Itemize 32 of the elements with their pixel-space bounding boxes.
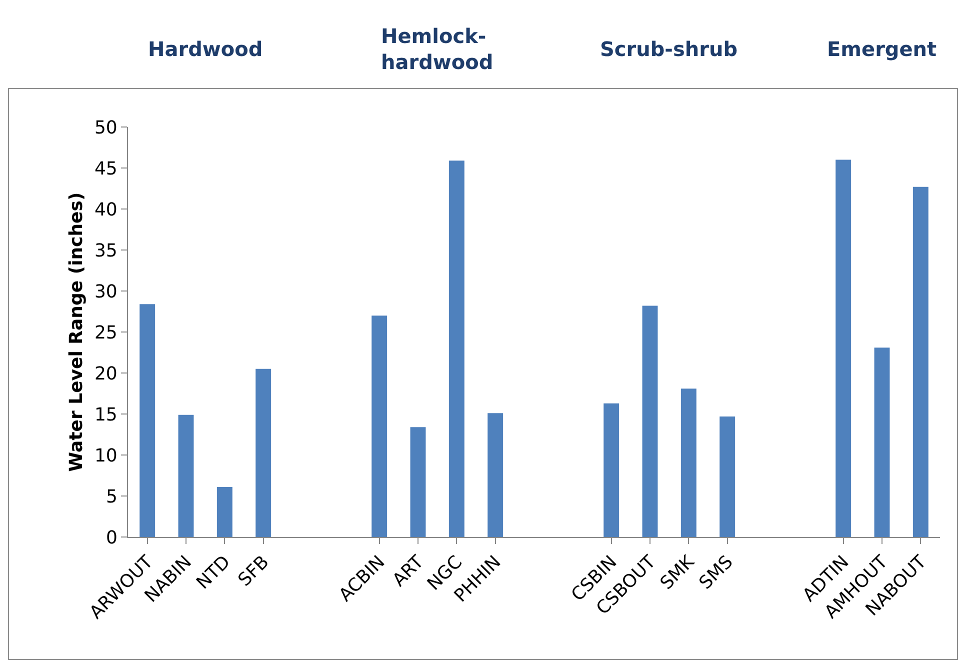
bar <box>604 403 620 537</box>
bar <box>448 160 464 537</box>
y-tick-label: 10 <box>94 445 118 466</box>
y-tick-label: 30 <box>94 281 118 302</box>
x-tick-label: SFB <box>234 552 274 591</box>
bar <box>642 306 658 537</box>
bar <box>410 427 426 537</box>
y-tick-label: 45 <box>94 158 118 180</box>
bar <box>216 486 232 537</box>
y-axis-title: Water Level Range (inches) <box>66 192 87 472</box>
y-tick-label: 35 <box>94 240 118 262</box>
text: Emergent <box>827 37 938 61</box>
bar <box>372 316 388 537</box>
bar <box>912 186 928 537</box>
bar <box>140 304 156 537</box>
bar <box>680 388 696 537</box>
bar <box>488 413 504 537</box>
text: Hemlock- hardwood <box>381 24 494 74</box>
text: Hardwood <box>148 37 263 61</box>
y-tick-label: 50 <box>94 117 118 138</box>
bar <box>720 416 736 537</box>
y-tick-label: 20 <box>94 363 118 384</box>
y-tick-label: 0 <box>106 527 118 548</box>
bar <box>256 368 272 537</box>
y-tick-label: 40 <box>94 199 118 220</box>
y-tick-label: 25 <box>94 322 118 344</box>
bar <box>874 348 890 537</box>
bar <box>178 414 194 537</box>
bar <box>836 160 852 537</box>
text: Scrub-shrub <box>600 37 738 61</box>
y-tick-label: 5 <box>106 486 118 508</box>
y-tick-label: 15 <box>94 404 118 426</box>
